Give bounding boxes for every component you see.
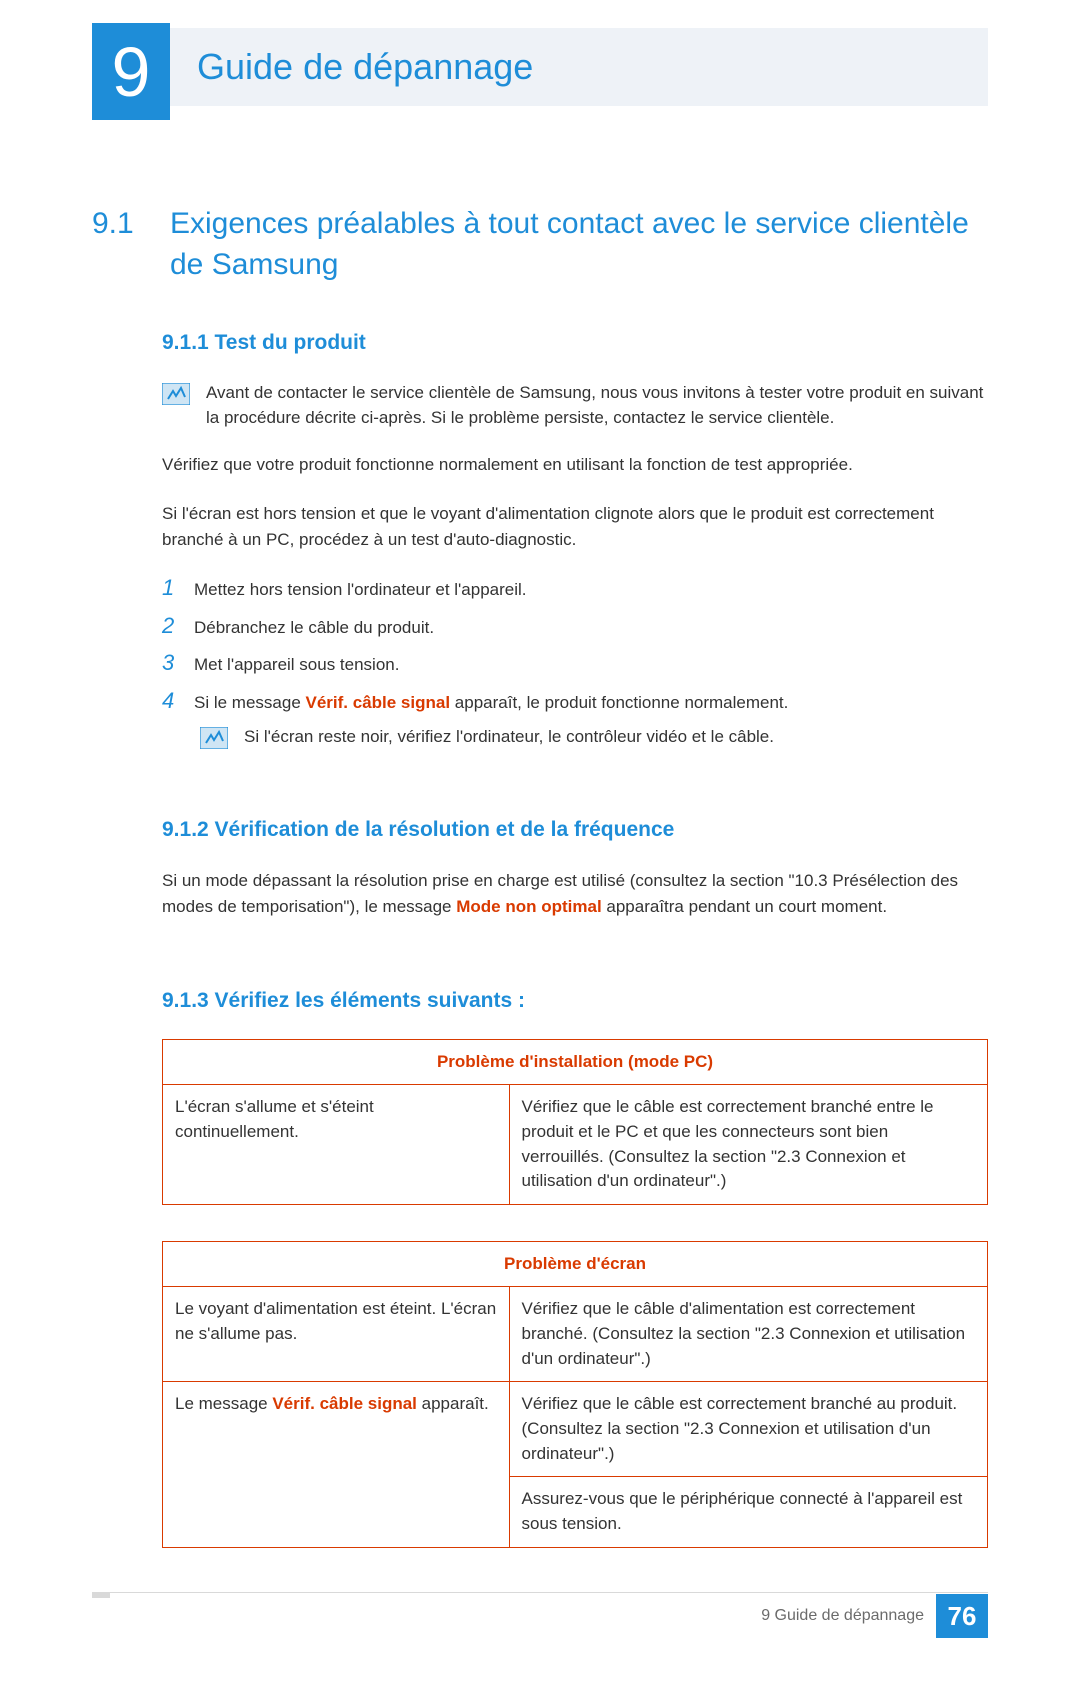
body-paragraph: Si l'écran est hors tension et que le vo… <box>162 501 988 554</box>
troubleshooting-table-screen: Problème d'écran Le voyant d'alimentatio… <box>162 1241 988 1548</box>
table-header: Problème d'installation (mode PC) <box>163 1039 988 1085</box>
table-cell: Le voyant d'alimentation est éteint. L'é… <box>163 1287 510 1382</box>
table-row: L'écran s'allume et s'éteint continuelle… <box>163 1085 988 1205</box>
text-part: apparaît, le produit fonctionne normalem… <box>450 693 788 712</box>
table-row: Le message Vérif. câble signal apparaît.… <box>163 1382 988 1477</box>
chapter-header: 9 Guide de dépannage <box>92 28 988 106</box>
step-number: 3 <box>162 650 194 676</box>
body-paragraph: Vérifiez que votre produit fonctionne no… <box>162 452 988 478</box>
table-cell: Vérifiez que le câble est correctement b… <box>509 1382 988 1477</box>
table-header: Problème d'écran <box>163 1241 988 1287</box>
section-title: Exigences préalables à tout contact avec… <box>170 204 988 285</box>
table-cell: Vérifiez que le câble est correctement b… <box>509 1085 988 1205</box>
list-item: 2 Débranchez le câble du produit. <box>162 613 988 641</box>
note-icon <box>162 383 190 405</box>
text-part: Si le message <box>194 693 306 712</box>
step-number: 4 <box>162 688 194 714</box>
table-cell: Assurez-vous que le périphérique connect… <box>509 1477 988 1547</box>
table-cell: Le message Vérif. câble signal apparaît. <box>163 1382 510 1547</box>
subsection-heading-9-1-3: 9.1.3 Vérifiez les éléments suivants : <box>162 989 988 1013</box>
subsection-heading-9-1-1: 9.1.1 Test du produit <box>162 331 988 355</box>
chapter-title: Guide de dépannage <box>197 46 533 88</box>
table-header-row: Problème d'écran <box>163 1241 988 1287</box>
note-text: Si l'écran reste noir, vérifiez l'ordina… <box>244 725 774 750</box>
section-number: 9.1 <box>92 204 170 285</box>
text-part: apparaîtra pendant un court moment. <box>602 897 887 916</box>
step-text: Met l'appareil sous tension. <box>194 652 399 678</box>
body-paragraph: Si un mode dépassant la résolution prise… <box>162 868 988 921</box>
section-heading-9-1: 9.1 Exigences préalables à tout contact … <box>92 204 988 285</box>
content-area: 9.1 Exigences préalables à tout contact … <box>0 106 1080 1548</box>
list-item: 3 Met l'appareil sous tension. <box>162 650 988 678</box>
page-number: 76 <box>948 1601 977 1632</box>
footer-label: 9 Guide de dépannage <box>761 1607 924 1625</box>
footer-tick <box>92 1592 110 1598</box>
table-row: Le voyant d'alimentation est éteint. L'é… <box>163 1287 988 1382</box>
list-item: 4 Si le message Vérif. câble signal appa… <box>162 688 988 716</box>
note-block: Avant de contacter le service clientèle … <box>162 381 988 430</box>
page-footer: 9 Guide de dépannage 76 <box>92 1592 988 1640</box>
highlight-text: Vérif. câble signal <box>272 1394 417 1413</box>
highlight-text: Mode non optimal <box>456 897 601 916</box>
numbered-list: 1 Mettez hors tension l'ordinateur et l'… <box>162 575 988 750</box>
page: 9 Guide de dépannage 9.1 Exigences préal… <box>0 28 1080 1700</box>
page-number-box: 76 <box>936 1594 988 1638</box>
note-text: Avant de contacter le service clientèle … <box>206 381 988 430</box>
table-cell: L'écran s'allume et s'éteint continuelle… <box>163 1085 510 1205</box>
text-part: Le message <box>175 1394 272 1413</box>
chapter-number-badge: 9 <box>92 23 170 120</box>
note-icon <box>200 727 228 749</box>
subsection-heading-9-1-2: 9.1.2 Vérification de la résolution et d… <box>162 818 988 842</box>
list-item: 1 Mettez hors tension l'ordinateur et l'… <box>162 575 988 603</box>
text-part: apparaît. <box>417 1394 489 1413</box>
table-header-row: Problème d'installation (mode PC) <box>163 1039 988 1085</box>
step-number: 2 <box>162 613 194 639</box>
chapter-number: 9 <box>112 32 151 112</box>
step-text: Mettez hors tension l'ordinateur et l'ap… <box>194 577 527 603</box>
step-text: Si le message Vérif. câble signal appara… <box>194 690 788 716</box>
highlight-text: Vérif. câble signal <box>306 693 451 712</box>
table-cell: Vérifiez que le câble d'alimentation est… <box>509 1287 988 1382</box>
troubleshooting-table-install: Problème d'installation (mode PC) L'écra… <box>162 1039 988 1205</box>
sub-note: Si l'écran reste noir, vérifiez l'ordina… <box>200 725 988 750</box>
step-text: Débranchez le câble du produit. <box>194 615 434 641</box>
step-number: 1 <box>162 575 194 601</box>
